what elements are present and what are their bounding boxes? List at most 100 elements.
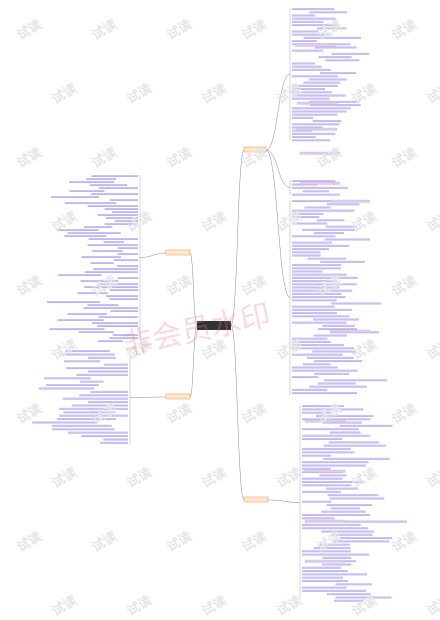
sub-node [304, 519, 346, 523]
leaf-node [69, 181, 115, 183]
leaf-node [303, 36, 362, 39]
leaf-node [292, 241, 333, 244]
nodes [165, 43, 371, 563]
leaf-node [292, 113, 338, 116]
leaf-node [76, 373, 128, 376]
leaf-node [292, 97, 330, 100]
leaf-node [340, 537, 393, 539]
leaf-node [310, 104, 361, 106]
leaf-node [302, 363, 331, 365]
leaf-node [104, 223, 138, 225]
leaf-node [71, 404, 128, 406]
leaf-node [302, 513, 371, 516]
leaf-node [302, 447, 351, 450]
leaf-node [292, 209, 355, 212]
leaf-node [292, 186, 348, 189]
leaf-node [97, 214, 138, 216]
link [230, 324, 245, 501]
leaf-node [292, 116, 313, 119]
leaf-node [304, 206, 331, 208]
leaf-node [292, 376, 319, 378]
leaf-node [106, 295, 138, 297]
leaf-node [302, 550, 351, 552]
leaf-node [97, 325, 138, 327]
leaves [32, 8, 408, 602]
leaf-node [109, 199, 138, 201]
leaf-node [292, 24, 339, 26]
leaf-node [112, 211, 138, 213]
leaf-node [67, 313, 107, 315]
leaf-node [80, 280, 119, 282]
leaf-node [67, 232, 121, 234]
leaf-node [292, 68, 331, 71]
leaf-node [314, 46, 357, 48]
leaf-node [104, 363, 128, 366]
leaf-node [326, 593, 371, 595]
leaf-node [320, 260, 365, 263]
leaf-node [292, 308, 353, 311]
leaf-node [87, 356, 116, 359]
leaf-node [321, 510, 366, 513]
leaf-node [292, 286, 340, 288]
leaf-node [58, 274, 102, 276]
leaf-node [46, 384, 99, 386]
leaf-node [98, 316, 138, 318]
leaf-node [302, 480, 364, 483]
leaf-node [99, 441, 128, 444]
root-node [197, 321, 231, 330]
leaf-node [83, 307, 138, 309]
leaf-node [292, 20, 324, 23]
leaf-node [84, 286, 138, 288]
leaf-node [63, 360, 101, 362]
leaf-node [58, 414, 128, 417]
branch-node [243, 146, 267, 153]
leaf-node [292, 49, 324, 52]
leaf-node [292, 321, 347, 324]
leaf-node [51, 196, 100, 198]
leaf-node [323, 444, 386, 447]
leaf-node [292, 273, 347, 276]
leaf-node [292, 30, 319, 32]
leaf-node [78, 331, 114, 333]
leaf-node [292, 235, 336, 237]
leaf-node [109, 289, 138, 291]
leaf-node [313, 318, 360, 320]
leaf-node [292, 110, 347, 112]
leaf-node [117, 253, 138, 255]
leaf-node [302, 589, 366, 592]
leaf-node [292, 212, 324, 215]
leaf-node [326, 504, 373, 506]
leaf-node [318, 56, 352, 58]
leaf-node [91, 322, 138, 324]
leaf-node [292, 75, 339, 77]
leaf-node [330, 533, 373, 536]
leaf-node [313, 334, 347, 336]
leaf-node [314, 372, 350, 375]
leaf-node [65, 350, 110, 352]
link [129, 396, 167, 398]
sub-node [304, 559, 346, 563]
leaf-node [321, 530, 374, 532]
leaf-node [114, 220, 138, 222]
leaf-node [292, 84, 338, 87]
leaf-node [302, 405, 345, 407]
leaf-node [117, 247, 138, 249]
leaf-node [318, 382, 356, 384]
leaf-node [303, 81, 340, 84]
leaf-node [302, 573, 368, 575]
leaf-node [79, 394, 128, 396]
leaf-node [60, 353, 115, 355]
leaf-node [325, 225, 357, 228]
leaf-node [302, 418, 371, 420]
leaf-node [292, 222, 328, 224]
leaf-node [333, 599, 364, 602]
leaf-node [302, 411, 331, 414]
leaf-node [292, 62, 316, 64]
leaf-node [302, 190, 329, 192]
leaf-node [105, 217, 138, 219]
leaf-node [292, 17, 336, 20]
leaf-node [292, 139, 331, 141]
leaf-node [88, 238, 138, 240]
leaf-node [326, 203, 360, 205]
